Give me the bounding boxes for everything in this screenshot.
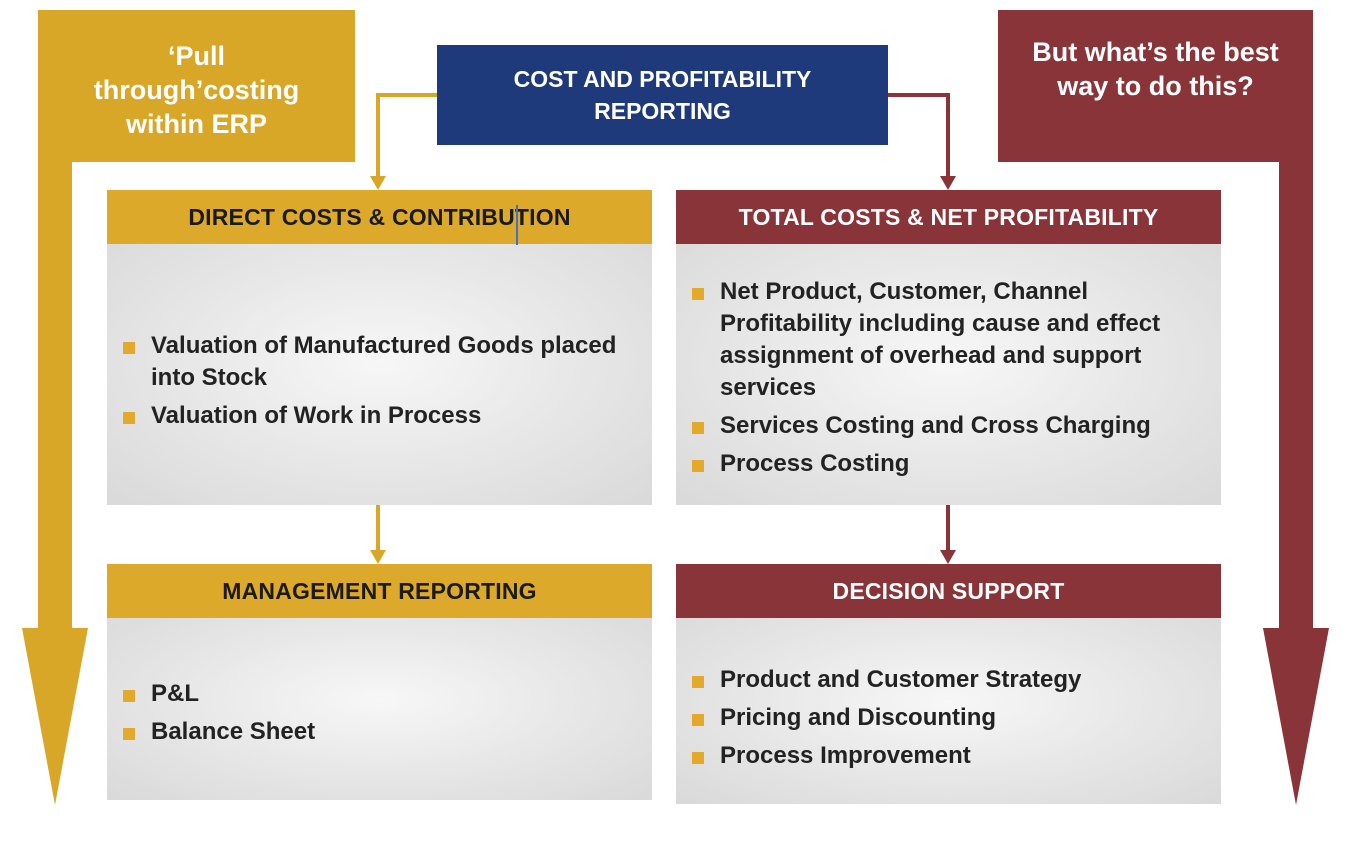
list-item: Pricing and Discounting [692,702,1211,734]
pull-through-callout: ‘Pull through’costing within ERP [38,10,355,162]
left-down-arrow [22,160,88,805]
connector-to-total-costs [888,93,956,190]
right-down-arrow [1263,160,1329,805]
bullet-icon [123,728,135,740]
list-item-text: Process Costing [720,450,910,477]
direct-costs-title: DIRECT COSTS & CONTRIBUTION [107,190,652,244]
total-costs-title: TOTAL COSTS & NET PROFITABILITY [676,190,1221,244]
bullet-icon [692,676,704,688]
text-caret [516,205,518,245]
bullet-icon [123,690,135,702]
bullet-icon [123,342,135,354]
decision-support-title: DECISION SUPPORT [676,564,1221,618]
connector-to-direct-costs [370,93,437,190]
best-way-text: But what’s the best way to do this? [1032,37,1279,101]
list-item: Balance Sheet [123,716,632,748]
connector-to-management [370,505,386,564]
list-item-text: Balance Sheet [151,718,316,745]
management-reporting-panel: MANAGEMENT REPORTING P&L Balance Sheet [107,564,652,800]
total-costs-list: Net Product, Customer, Channel Profitabi… [692,276,1211,480]
list-item: Process Improvement [692,740,1211,772]
connector-to-decision [940,505,956,564]
direct-costs-list: Valuation of Manufactured Goods placed i… [123,330,632,432]
list-item-text: Product and Customer Strategy [720,666,1082,693]
list-item: Services Costing and Cross Charging [692,410,1211,442]
decision-support-list: Product and Customer Strategy Pricing an… [692,664,1211,772]
list-item: Valuation of Manufactured Goods placed i… [123,330,632,394]
list-item-text: Services Costing and Cross Charging [720,412,1151,439]
list-item: Net Product, Customer, Channel Profitabi… [692,276,1211,404]
list-item: Product and Customer Strategy [692,664,1211,696]
bullet-icon [692,422,704,434]
total-costs-body: Net Product, Customer, Channel Profitabi… [676,244,1221,505]
management-reporting-body: P&L Balance Sheet [107,618,652,800]
cost-profitability-text: COST AND PROFITABILITY REPORTING [513,66,812,124]
decision-support-body: Product and Customer Strategy Pricing an… [676,618,1221,804]
list-item-text: P&L [151,680,199,707]
management-reporting-title: MANAGEMENT REPORTING [107,564,652,618]
bullet-icon [692,460,704,472]
decision-support-panel: DECISION SUPPORT Product and Customer St… [676,564,1221,804]
list-item-text: Net Product, Customer, Channel Profitabi… [720,278,1161,401]
list-item-text: Valuation of Manufactured Goods placed i… [151,332,617,391]
list-item: Process Costing [692,448,1211,480]
pull-through-text: ‘Pull through’costing within ERP [93,41,300,139]
list-item-text: Valuation of Work in Process [151,402,482,429]
list-item: P&L [123,678,632,710]
list-item-text: Pricing and Discounting [720,704,997,731]
bullet-icon [692,752,704,764]
list-item: Valuation of Work in Process [123,400,632,432]
list-item-text: Process Improvement [720,742,971,769]
bullet-icon [692,288,704,300]
bullet-icon [123,412,135,424]
bullet-icon [692,714,704,726]
best-way-callout: But what’s the best way to do this? [998,10,1313,162]
direct-costs-body: Valuation of Manufactured Goods placed i… [107,244,652,505]
cost-profitability-box: COST AND PROFITABILITY REPORTING [437,45,888,145]
direct-costs-panel: DIRECT COSTS & CONTRIBUTION Valuation of… [107,190,652,505]
management-reporting-list: P&L Balance Sheet [123,678,632,748]
total-costs-panel: TOTAL COSTS & NET PROFITABILITY Net Prod… [676,190,1221,505]
